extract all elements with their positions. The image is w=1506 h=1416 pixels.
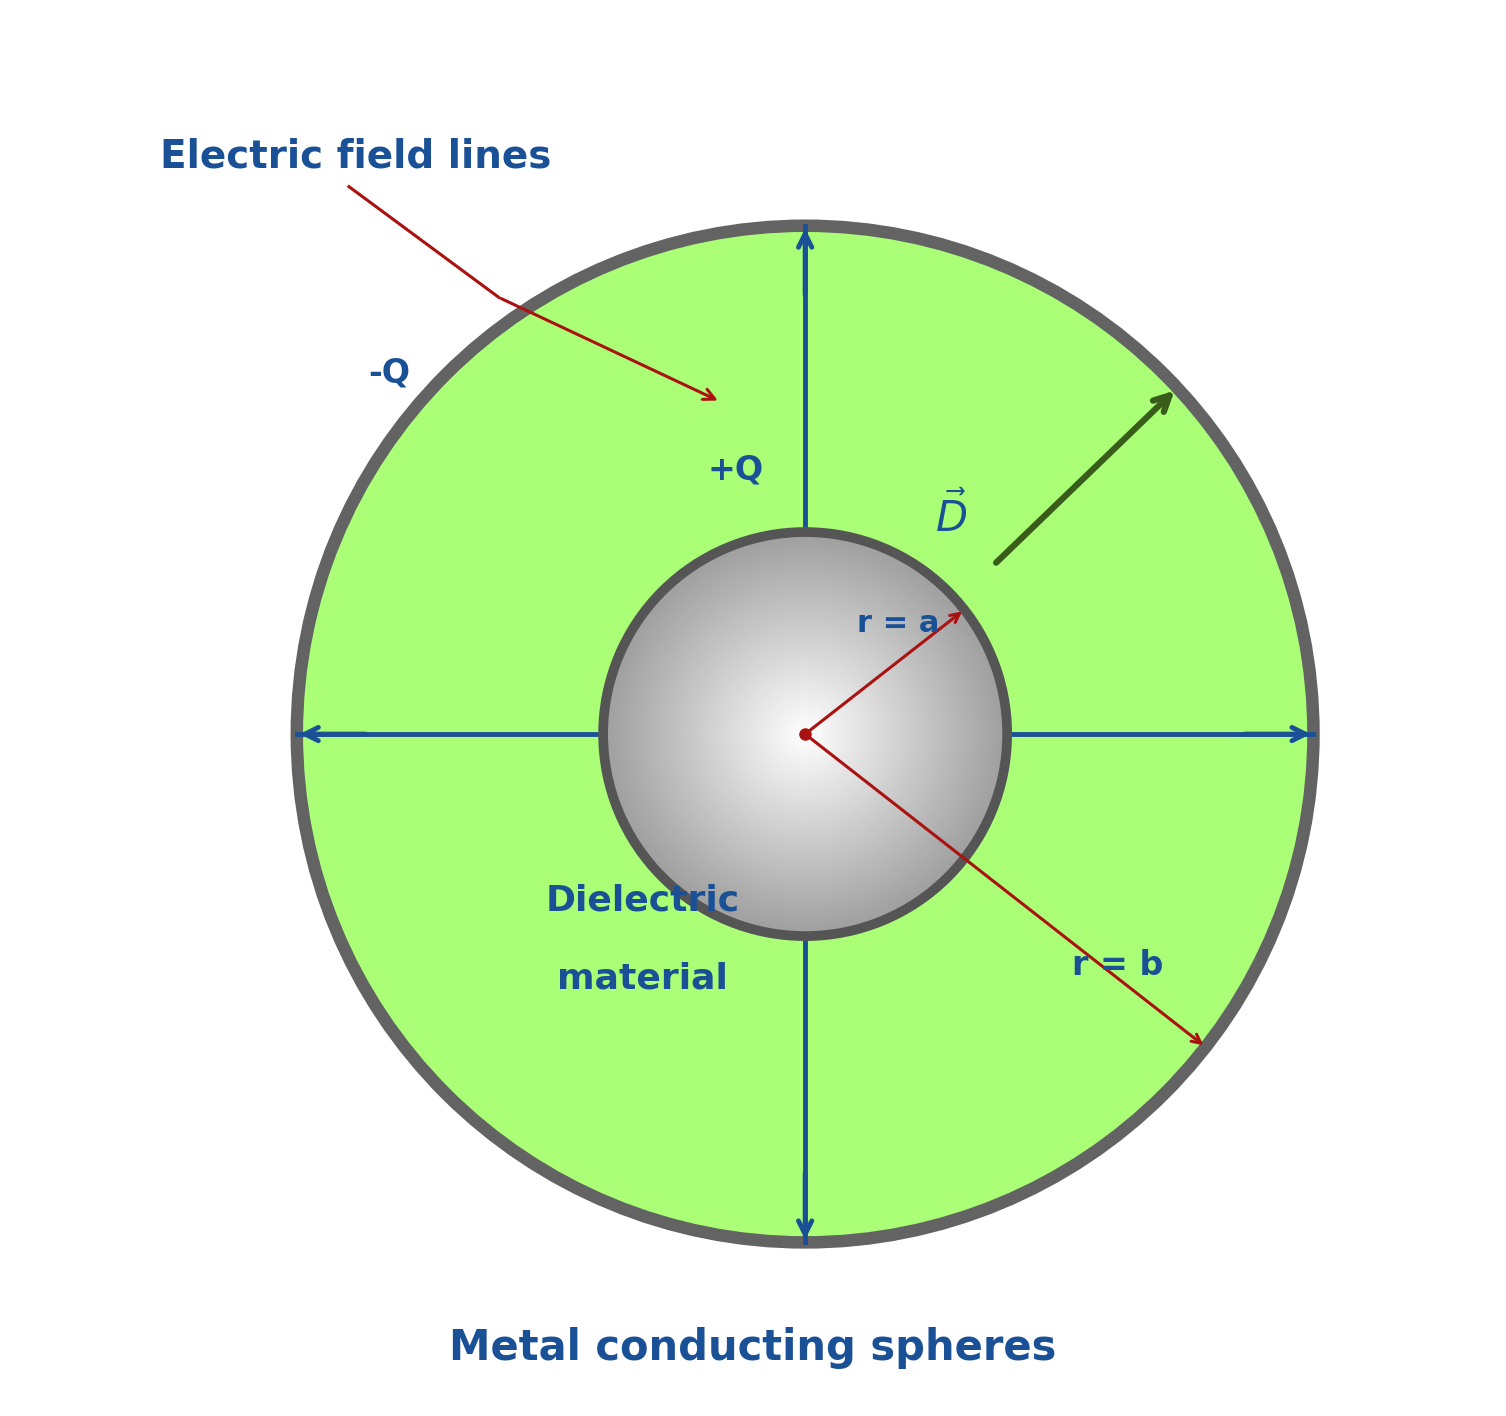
Circle shape	[742, 671, 869, 797]
Circle shape	[613, 542, 997, 926]
Circle shape	[297, 225, 1313, 1242]
Circle shape	[773, 701, 837, 767]
Circle shape	[762, 691, 848, 777]
Circle shape	[699, 629, 911, 840]
Circle shape	[661, 590, 949, 878]
Circle shape	[687, 616, 923, 852]
Circle shape	[765, 694, 845, 775]
Circle shape	[620, 549, 989, 919]
Text: Metal conducting spheres: Metal conducting spheres	[449, 1327, 1057, 1369]
Circle shape	[736, 666, 873, 803]
Circle shape	[679, 607, 931, 861]
Circle shape	[735, 663, 876, 804]
Circle shape	[654, 582, 956, 885]
Circle shape	[631, 559, 979, 908]
Circle shape	[750, 678, 861, 790]
Circle shape	[643, 572, 967, 896]
Circle shape	[676, 605, 934, 862]
Circle shape	[732, 661, 878, 807]
Circle shape	[783, 711, 828, 756]
Circle shape	[706, 636, 904, 833]
Text: Electric field lines: Electric field lines	[160, 137, 551, 176]
Circle shape	[616, 545, 994, 923]
Text: r = b: r = b	[1072, 949, 1164, 983]
Circle shape	[605, 535, 1005, 933]
Circle shape	[642, 569, 970, 898]
Circle shape	[791, 719, 821, 749]
Circle shape	[747, 675, 863, 792]
Circle shape	[770, 698, 840, 769]
Circle shape	[798, 726, 813, 742]
Circle shape	[780, 709, 830, 759]
Circle shape	[681, 610, 929, 858]
Text: material: material	[557, 961, 727, 995]
Circle shape	[785, 714, 825, 755]
Circle shape	[720, 649, 892, 820]
Circle shape	[658, 588, 952, 881]
Circle shape	[751, 681, 858, 787]
Circle shape	[714, 643, 896, 826]
Text: -Q: -Q	[369, 357, 411, 389]
Circle shape	[709, 639, 901, 830]
Circle shape	[664, 593, 947, 875]
Text: r = a: r = a	[857, 609, 940, 639]
Circle shape	[705, 633, 907, 835]
Circle shape	[672, 600, 938, 868]
Text: $\vec{D}$: $\vec{D}$	[935, 493, 967, 541]
Circle shape	[697, 626, 914, 843]
Circle shape	[611, 539, 1000, 929]
Circle shape	[669, 598, 941, 871]
Circle shape	[803, 732, 807, 736]
Circle shape	[702, 630, 908, 838]
Circle shape	[651, 581, 959, 888]
Circle shape	[691, 620, 919, 848]
Circle shape	[739, 668, 870, 800]
Circle shape	[767, 697, 843, 772]
Circle shape	[777, 707, 833, 762]
Circle shape	[788, 716, 822, 752]
Circle shape	[755, 684, 855, 784]
Circle shape	[724, 653, 886, 814]
Circle shape	[636, 565, 974, 903]
Circle shape	[759, 688, 851, 780]
Circle shape	[688, 617, 922, 850]
Circle shape	[729, 658, 881, 810]
Circle shape	[721, 651, 889, 817]
Circle shape	[657, 585, 955, 884]
Circle shape	[673, 603, 937, 865]
Circle shape	[634, 562, 977, 906]
Circle shape	[626, 555, 985, 913]
Circle shape	[684, 613, 926, 855]
Text: +Q: +Q	[708, 455, 764, 487]
Circle shape	[795, 724, 815, 745]
Circle shape	[649, 578, 962, 891]
Text: Dielectric: Dielectric	[545, 884, 739, 918]
Circle shape	[744, 674, 866, 794]
Circle shape	[727, 656, 884, 813]
Circle shape	[717, 646, 893, 823]
Circle shape	[608, 537, 1001, 932]
Circle shape	[792, 721, 818, 746]
Circle shape	[623, 552, 986, 916]
Circle shape	[639, 568, 971, 901]
Circle shape	[800, 729, 810, 739]
Circle shape	[774, 704, 836, 765]
Circle shape	[628, 558, 982, 910]
Circle shape	[619, 547, 992, 920]
Circle shape	[646, 575, 964, 893]
Circle shape	[666, 595, 944, 872]
Circle shape	[758, 687, 852, 782]
Circle shape	[694, 623, 916, 845]
Circle shape	[712, 640, 899, 827]
Circle shape	[602, 532, 1008, 936]
